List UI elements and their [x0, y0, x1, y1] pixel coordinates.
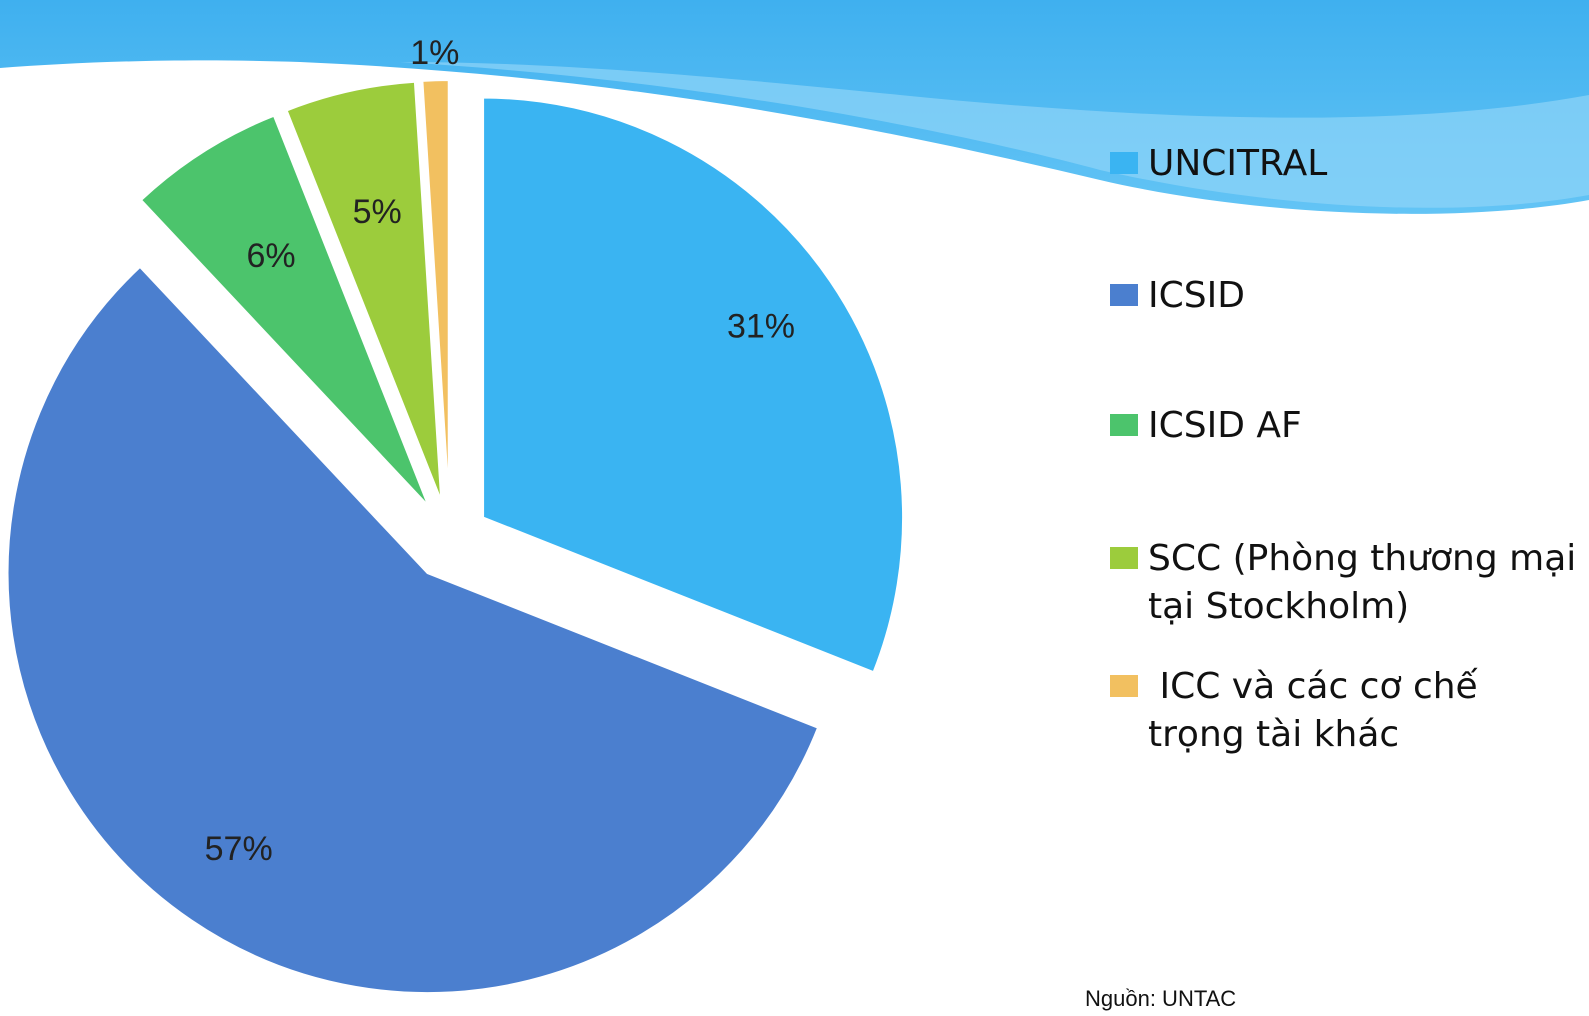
legend-item: ICSID AF: [1110, 402, 1580, 450]
legend-swatch: [1110, 152, 1138, 174]
value-label: 6%: [246, 237, 295, 275]
pie: 31% 57% 6% 5% 1%: [8, 34, 904, 993]
legend-swatch: [1110, 284, 1138, 306]
legend-label: ICSID AF: [1148, 402, 1302, 450]
pie-slice: [483, 98, 903, 673]
value-label: 31%: [727, 308, 795, 346]
legend-label: ICC và các cơ chế trọng tài khác: [1148, 663, 1580, 759]
legend-swatch: [1110, 414, 1138, 436]
legend-swatch: [1110, 675, 1138, 697]
legend-item: UNCITRAL: [1110, 140, 1580, 188]
value-label: 57%: [205, 830, 273, 868]
legend-label: UNCITRAL: [1148, 140, 1327, 188]
source-note: Nguồn: UNTAC: [1085, 986, 1236, 1012]
legend-label: ICSID: [1148, 272, 1245, 320]
legend-swatch: [1110, 547, 1138, 569]
legend-label: SCC (Phòng thương mại tại Stockholm): [1148, 535, 1580, 631]
legend-item: SCC (Phòng thương mại tại Stockholm): [1110, 535, 1580, 631]
value-label: 5%: [353, 193, 402, 231]
legend-item: ICSID: [1110, 272, 1580, 320]
legend-item: ICC và các cơ chế trọng tài khác: [1110, 663, 1580, 759]
slide: 31% 57% 6% 5% 1% UNCITRAL ICSID ICSID AF SCC (P…: [0, 0, 1589, 1016]
value-label: 1%: [410, 34, 459, 72]
